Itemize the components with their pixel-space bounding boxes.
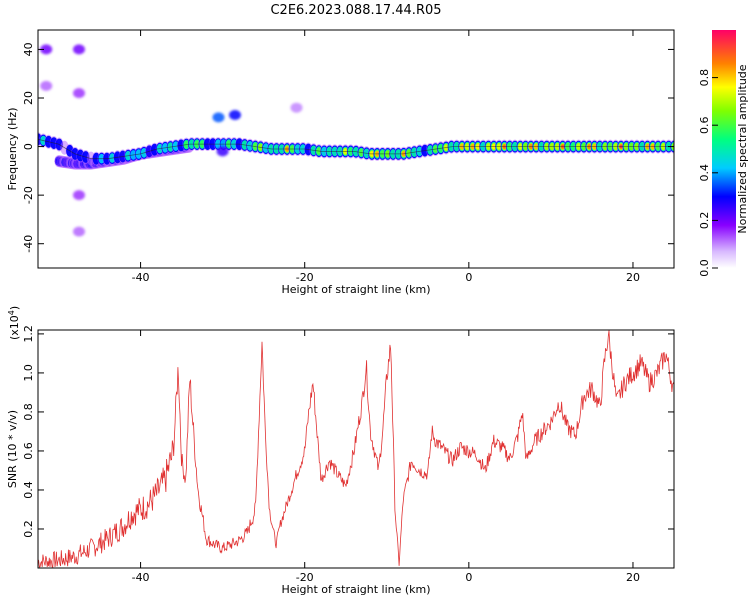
x-tick-label: -20	[296, 571, 314, 584]
x-tick-label: 0	[465, 571, 472, 584]
y-tick-label: 0.6	[22, 442, 35, 460]
y-tick-label: 0.4	[22, 481, 35, 499]
x-tick-label: -20	[296, 271, 314, 284]
spectrogram-blob	[40, 44, 53, 55]
spectrogram-ridge-line	[38, 138, 674, 160]
colorbar-label: Normalized spectral amplitude	[736, 64, 749, 233]
y-tick-label: -20	[22, 186, 35, 204]
spectrogram-y-axis-label: Frequency (Hz)	[6, 108, 19, 191]
snr-series	[38, 330, 674, 568]
snr-plot-area	[38, 330, 674, 568]
snr-line	[38, 330, 674, 568]
colorbar: 0.0 0.2 0.4 0.6 0.8 Normalized spectral ampl…	[698, 30, 749, 277]
spectrogram-panel: -40 -20 0 20 -40 -20 0 20 40 Height of straight…	[6, 29, 675, 296]
colorbar-gradient	[712, 30, 736, 268]
colorbar-tick-label: 0.4	[698, 164, 711, 182]
spectrogram-blob	[212, 112, 225, 123]
y-tick-label: 0.2	[22, 520, 35, 538]
spectrogram-x-ticks: -40 -20 0 20	[132, 30, 640, 284]
snr-y-ticks: 0.2 0.4 0.6 0.8 1.0 1.2	[22, 325, 674, 538]
snr-y-axis-label: SNR (10 * v/v)	[6, 410, 19, 488]
y-tick-label: 0	[22, 143, 35, 150]
snr-multiplier-label: (x104)	[7, 306, 21, 340]
x-tick-label: 20	[626, 571, 640, 584]
snr-x-ticks: -40 -20 0 20	[132, 330, 640, 584]
spectrogram-blob	[73, 44, 85, 55]
snr-frame	[37, 329, 675, 569]
spectrogram-blob	[73, 190, 85, 201]
colorbar-tick-label: 0.8	[698, 69, 711, 87]
spectrogram-frame	[37, 29, 675, 269]
colorbar-ticks: 0.0 0.2 0.4 0.6 0.8	[698, 69, 718, 277]
spectrogram-heatmap	[38, 44, 674, 237]
spectrogram-blob	[73, 88, 85, 99]
spectrogram-blob	[73, 226, 85, 237]
chart-title: C2E6.2023.088.17.44.R05	[270, 3, 441, 18]
y-tick-label: 1.2	[22, 325, 35, 343]
snr-panel: -40 -20 0 20 0.2 0.4 0.6 0.8 1.0 1.2 Height of s…	[6, 306, 675, 596]
colorbar-tick-label: 0.2	[698, 212, 711, 230]
snr-x-axis-label: Height of straight line (km)	[281, 583, 430, 596]
colorbar-tick-label: 0.0	[698, 259, 711, 277]
y-tick-label: 40	[22, 42, 35, 56]
x-tick-label: 20	[626, 271, 640, 284]
x-tick-label: -40	[132, 271, 150, 284]
spectrogram-blob	[290, 102, 303, 113]
spectrogram-x-axis-label: Height of straight line (km)	[281, 283, 430, 296]
y-tick-label: 1.0	[22, 364, 35, 382]
x-tick-label: 0	[465, 271, 472, 284]
spectrogram-blob	[216, 146, 229, 157]
y-tick-label: -40	[22, 235, 35, 253]
spectrogram-blob	[229, 110, 241, 120]
colorbar-tick-label: 0.6	[698, 116, 711, 134]
y-tick-label: 0.8	[22, 403, 35, 421]
spectrogram-y-ticks: -40 -20 0 20 40	[22, 42, 674, 253]
x-tick-label: -40	[132, 571, 150, 584]
spectrogram-blob	[40, 80, 53, 91]
y-tick-label: 20	[22, 91, 35, 105]
